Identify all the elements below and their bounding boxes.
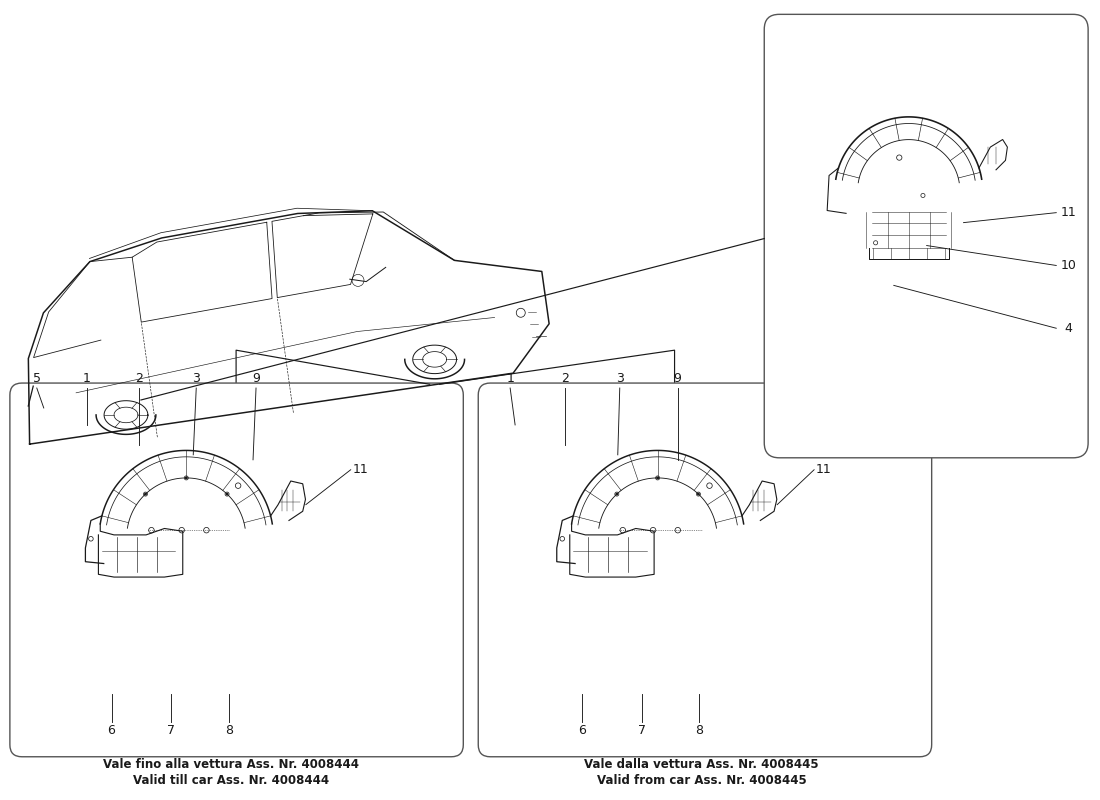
Text: 6: 6 <box>578 724 586 738</box>
Circle shape <box>616 494 617 495</box>
Circle shape <box>697 494 700 495</box>
Text: 8: 8 <box>695 724 704 738</box>
Text: 3: 3 <box>616 371 624 385</box>
Text: 1: 1 <box>82 371 90 385</box>
Text: 11: 11 <box>353 463 369 476</box>
FancyBboxPatch shape <box>10 383 463 757</box>
Text: Vale fino alla vettura Ass. Nr. 4008444: Vale fino alla vettura Ass. Nr. 4008444 <box>103 758 359 771</box>
Circle shape <box>227 494 228 495</box>
Text: 11: 11 <box>1060 206 1076 219</box>
FancyBboxPatch shape <box>478 383 932 757</box>
Circle shape <box>186 477 187 478</box>
Text: Valid till car Ass. Nr. 4008444: Valid till car Ass. Nr. 4008444 <box>133 774 329 787</box>
Circle shape <box>657 477 659 478</box>
Text: 9: 9 <box>673 371 682 385</box>
Text: 2: 2 <box>561 371 569 385</box>
Text: 8: 8 <box>226 724 233 738</box>
FancyBboxPatch shape <box>764 14 1088 458</box>
Text: 9: 9 <box>252 371 260 385</box>
Text: 5: 5 <box>33 371 41 385</box>
Text: 10: 10 <box>1060 259 1076 272</box>
Text: Vale dalla vettura Ass. Nr. 4008445: Vale dalla vettura Ass. Nr. 4008445 <box>584 758 818 771</box>
Text: 2: 2 <box>135 371 143 385</box>
Text: 7: 7 <box>167 724 175 738</box>
Text: 4: 4 <box>1065 322 1072 334</box>
Text: 6: 6 <box>108 724 115 738</box>
Text: 11: 11 <box>816 463 832 476</box>
Text: Valid from car Ass. Nr. 4008445: Valid from car Ass. Nr. 4008445 <box>596 774 806 787</box>
Text: 1: 1 <box>506 371 514 385</box>
Circle shape <box>145 494 146 495</box>
Text: 3: 3 <box>192 371 200 385</box>
Text: 7: 7 <box>638 724 646 738</box>
